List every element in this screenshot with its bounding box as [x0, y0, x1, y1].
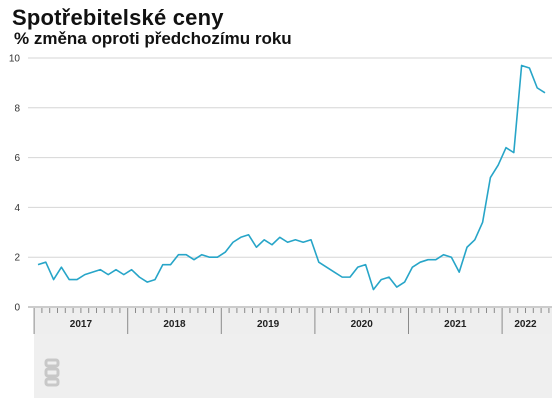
x-tick-label: 2021	[444, 319, 467, 330]
y-tick-label: 0	[14, 303, 20, 314]
x-tick-label: 2019	[257, 319, 280, 330]
y-tick-label: 4	[14, 203, 20, 214]
x-axis-band: 2017 2018 2019 2020 2021 2022	[33, 308, 552, 398]
x-tick-label: 2018	[163, 319, 186, 330]
y-tick-label: 2	[14, 253, 20, 264]
x-tick-label: 2022	[514, 319, 537, 330]
chart-title: Spotřebitelské ceny	[12, 5, 224, 30]
cbs-logo-icon	[44, 358, 60, 387]
logo-part	[44, 358, 60, 368]
series-line	[37, 64, 546, 291]
logo-part	[44, 377, 60, 387]
y-axis-ticks: 0 2 4 6 8 10	[9, 54, 21, 314]
logo-part	[44, 367, 60, 378]
y-tick-label: 10	[9, 54, 21, 65]
x-tick-label: 2020	[351, 319, 374, 330]
y-tick-label: 6	[14, 153, 20, 164]
grid-lines	[28, 57, 552, 308]
x-tick-label: 2017	[70, 319, 93, 330]
footer-panel	[34, 334, 552, 398]
chart-subtitle: % změna oproti předchozímu roku	[14, 29, 292, 48]
y-tick-label: 8	[14, 103, 20, 114]
